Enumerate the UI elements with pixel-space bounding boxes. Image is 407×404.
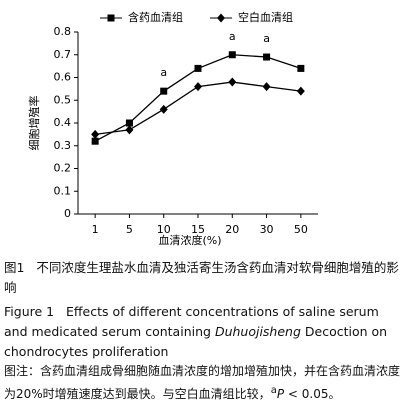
x-tick-label: 1	[92, 223, 99, 236]
chart: 细胞增殖率 血清浓度(%) 0 0.1 0.2 0.3 0.4 0.5 0.6 0.7 0.8 1…	[27, 10, 318, 247]
caption-label: 图1	[4, 260, 25, 275]
marker	[296, 86, 305, 96]
marker	[228, 51, 236, 59]
x-tick-label: 20	[225, 223, 239, 236]
x-tick-label: 5	[126, 223, 133, 236]
y-tick-label: 0.4	[54, 116, 72, 129]
marker	[194, 64, 202, 72]
marker	[194, 82, 202, 92]
caption-text: Decoction on chondrocytes proliferation	[4, 324, 388, 359]
x-tick-label: 50	[294, 223, 308, 236]
marker	[125, 119, 133, 127]
y-axis-label: 细胞增殖率	[27, 96, 41, 151]
note-text: < 0.05。	[284, 387, 341, 401]
y-tick-label: 0.6	[54, 71, 72, 84]
caption-text: 不同浓度生理盐水血清及独活寄生汤含药血清对软骨细胞增殖的影响	[4, 260, 399, 295]
y-tick-label: 0.2	[54, 162, 72, 175]
caption-italic: Duhuojisheng	[214, 324, 301, 339]
caption-cn: 图1 不同浓度生理盐水血清及独活寄生汤含药血清对软骨细胞增殖的影响	[4, 258, 404, 298]
annotation: a	[263, 32, 270, 45]
legend-marker	[107, 14, 115, 22]
annotation: a	[229, 30, 236, 43]
x-axis-label: 血清浓度(%)	[158, 233, 221, 247]
marker	[159, 104, 168, 114]
marker	[297, 64, 305, 72]
caption-text: Effects of different concentrations of s…	[4, 304, 379, 339]
marker	[125, 125, 134, 135]
y-tick-label: 0	[64, 207, 71, 220]
marker	[263, 53, 271, 61]
marker	[228, 77, 237, 87]
marker	[91, 137, 99, 145]
legend-marker	[217, 13, 225, 23]
caption-note: 图注：含药血清组成骨细胞随血清浓度的增加增殖加快，并在含药血清浓度为20%时增殖…	[4, 362, 404, 404]
x-tick-label: 10	[157, 223, 171, 236]
y-tick-label: 0.3	[54, 139, 72, 152]
y-tick-label: 0.7	[54, 48, 72, 61]
legend-label: 空白血清组	[238, 10, 293, 24]
y-tick-label: 0.5	[54, 93, 72, 106]
annotation: a	[160, 66, 167, 79]
legend-label: 含药血清组	[128, 10, 183, 24]
note-italic: P	[276, 387, 285, 401]
y-tick-label: 0.1	[54, 184, 72, 197]
x-tick-label: 30	[260, 223, 274, 236]
note-text: 图注：含药血清组成骨细胞随血清浓度的增加增殖加快，并在含药血清浓度为20%时增殖…	[4, 364, 401, 401]
caption-label: Figure 1	[4, 304, 55, 319]
x-tick-label: 15	[191, 223, 205, 236]
note-sup: a	[270, 385, 277, 396]
marker	[160, 87, 168, 95]
marker	[91, 129, 100, 139]
caption-en: Figure 1 Effects of different concentrat…	[4, 302, 404, 362]
y-tick-label: 0.8	[54, 25, 72, 38]
marker	[262, 82, 271, 92]
